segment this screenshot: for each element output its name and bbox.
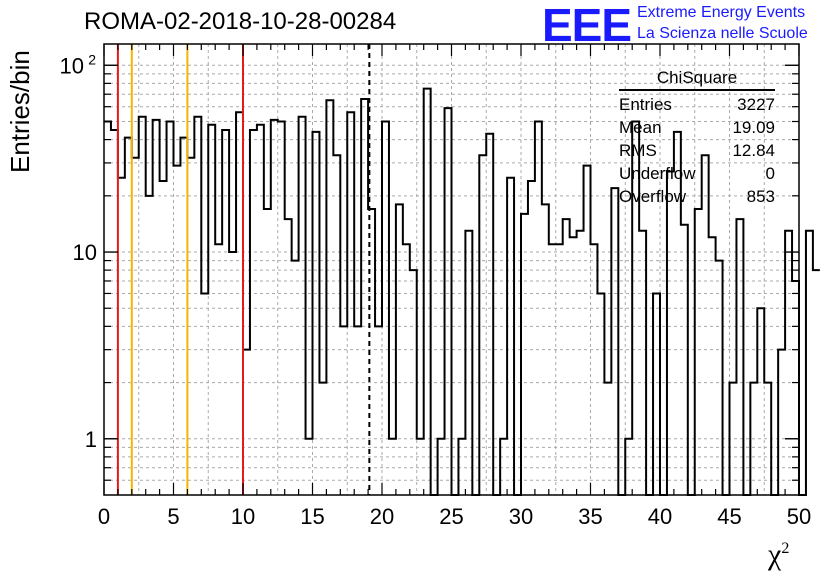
x-tick-label: 10: [231, 504, 255, 529]
x-axis-label-base: χ: [768, 538, 782, 571]
logo-line-1: Extreme Energy Events: [637, 4, 806, 21]
stats-row: Mean 19.09: [611, 116, 775, 139]
x-tick-label: 30: [509, 504, 533, 529]
stats-value: 3227: [737, 95, 775, 114]
stats-box: ChiSquare Entries 3227 Mean 19.09 RMS 12.84…: [611, 68, 775, 208]
eee-logo: EEE: [542, 0, 632, 51]
logo-line-2: La Scienza nelle Scuole: [637, 25, 808, 42]
stats-value: 12.84: [732, 141, 775, 160]
x-tick-label: 5: [167, 504, 179, 529]
x-tick-label: 40: [648, 504, 672, 529]
stats-row: Entries 3227: [611, 93, 775, 116]
eee-logo-text: Extreme Energy Events La Scienza nelle S…: [637, 2, 808, 44]
stats-row: Underflow 0: [611, 162, 775, 185]
stats-label: Mean: [619, 118, 662, 137]
x-tick-label: 35: [578, 504, 602, 529]
stats-label: Entries: [619, 95, 672, 114]
stats-label: Overflow: [619, 187, 687, 206]
stats-label: Underflow: [619, 164, 696, 183]
x-tick-label: 50: [787, 504, 811, 529]
x-axis-label: χ2: [768, 538, 789, 572]
x-tick-label: 20: [370, 504, 394, 529]
stats-row: Overflow 853: [611, 185, 775, 208]
x-tick-label: 25: [439, 504, 463, 529]
y-tick-label: 10: [60, 53, 84, 78]
y-tick-label-exponent: 2: [88, 51, 96, 67]
histogram-series: [104, 87, 820, 496]
y-axis-label: Entries/bin: [5, 50, 35, 173]
y-tick-label: 1: [85, 427, 97, 452]
stats-value: 853: [746, 187, 775, 206]
stats-value: 19.09: [732, 118, 775, 137]
stats-value: 0: [765, 164, 775, 183]
y-tick-label: 10: [73, 240, 97, 265]
stats-title: ChiSquare: [619, 68, 775, 91]
stats-label: RMS: [619, 141, 657, 160]
x-tick-label: 45: [717, 504, 741, 529]
chart-title: ROMA-02-2018-10-28-00284: [84, 8, 397, 35]
x-tick-label: 0: [98, 504, 110, 529]
x-tick-label: 15: [300, 504, 324, 529]
stats-row: RMS 12.84: [611, 139, 775, 162]
x-axis-label-exponent: 2: [781, 540, 790, 557]
